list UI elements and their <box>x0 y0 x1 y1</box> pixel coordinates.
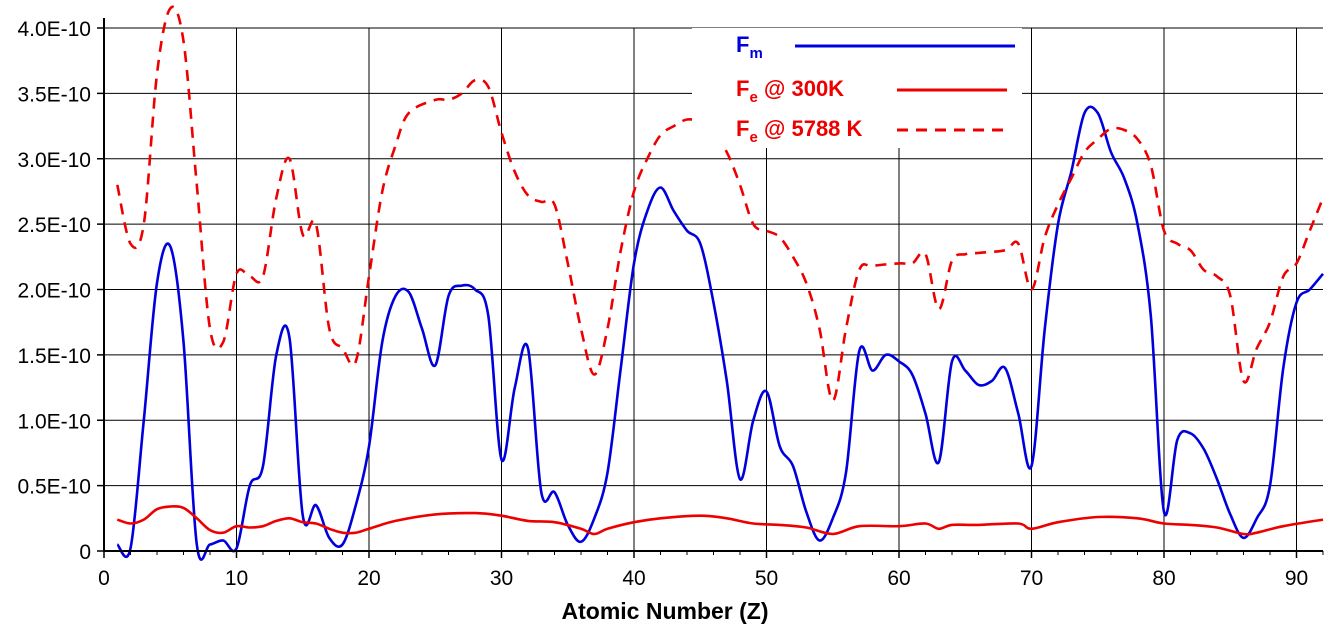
x-axis-label: Atomic Number (Z) <box>562 598 769 624</box>
x-tick-label: 80 <box>1152 567 1175 590</box>
y-tick-label: 4.0E-10 <box>17 18 91 41</box>
legend: Fm Fe @ 300K Fe @ 5788 K <box>692 28 1022 148</box>
y-tick-label: 3.0E-10 <box>17 149 91 172</box>
x-tick-label: 10 <box>225 567 248 590</box>
y-tick-label: 0.5E-10 <box>17 476 91 499</box>
y-tick-label: 1.5E-10 <box>17 345 91 368</box>
legend-background <box>692 28 1022 148</box>
grid-lines <box>104 27 1323 551</box>
axes <box>97 18 1324 558</box>
x-tick-label: 70 <box>1020 567 1043 590</box>
x-tick-label: 20 <box>357 567 380 590</box>
y-tick-label: 2.0E-10 <box>17 280 91 303</box>
x-tick-label: 60 <box>887 567 910 590</box>
x-tick-label: 30 <box>490 567 513 590</box>
legend-label-f-e-5788-k: Fe @ 5788 K <box>736 116 863 146</box>
series-layer <box>116 5 1325 561</box>
y-axis-tick-labels: 0 0.5E-10 1.0E-10 1.5E-10 2.0E-10 2.5E-10 3.0E… <box>17 18 91 564</box>
x-tick-label: 90 <box>1285 567 1308 590</box>
y-tick-label: 2.5E-10 <box>17 214 91 237</box>
x-tick-label: 50 <box>755 567 778 590</box>
x-tick-label: 40 <box>622 567 645 590</box>
y-tick-label: 0 <box>79 541 91 564</box>
y-tick-label: 3.5E-10 <box>17 83 91 106</box>
x-axis-tick-labels: 0 10 20 30 40 50 60 70 80 90 <box>98 567 1308 590</box>
series-line-f-m <box>116 105 1324 561</box>
legend-label-f-e-300k: Fe @ 300K <box>736 76 844 106</box>
y-tick-label: 1.0E-10 <box>17 410 91 433</box>
series-line-f-e-5788-k <box>116 5 1325 402</box>
x-tick-label: 0 <box>98 567 110 590</box>
series-line-f-e-300k <box>116 505 1324 536</box>
legend-label-f-m: Fm <box>736 32 763 62</box>
